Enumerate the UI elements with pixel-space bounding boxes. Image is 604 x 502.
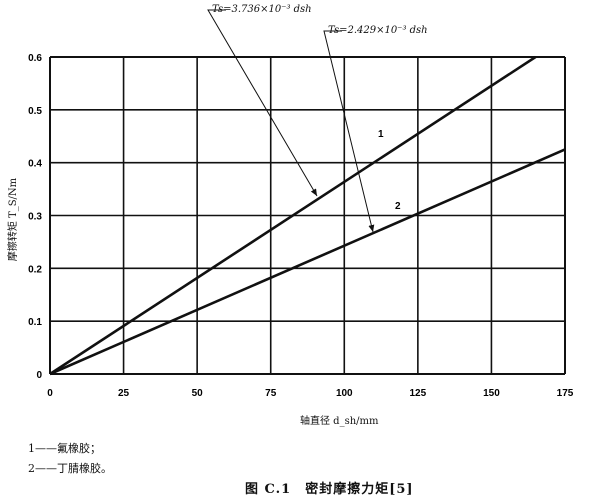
x-tick-label: 150 — [483, 388, 500, 399]
series-line-1 — [49, 55, 537, 376]
y-tick-label: 0.3 — [28, 212, 42, 223]
x-tick-label: 125 — [410, 388, 427, 399]
x-tick-label: 75 — [265, 388, 277, 399]
y-axis-label: 摩擦转矩 T_S/Nm — [8, 177, 20, 262]
y-tick-label: 0.2 — [28, 264, 42, 275]
legend-item-2: 2——丁腈橡胶。 — [28, 462, 112, 475]
formula-2: Ts=2.429×10⁻³ dsh — [328, 25, 428, 36]
legend-item-1: 1——氟橡胶； — [28, 442, 101, 455]
y-tick-label: 0 — [36, 370, 42, 381]
x-tick-label: 100 — [336, 388, 353, 399]
x-tick-label: 25 — [118, 388, 130, 399]
leader-arrow-2 — [323, 30, 375, 233]
formula-1: Ts=3.736×10⁻³ dsh — [212, 4, 312, 15]
x-tick-label: 0 — [47, 388, 53, 399]
leader-arrow-1 — [207, 9, 318, 197]
figure-caption: 图 C.1 密封摩擦力矩[5] — [245, 482, 414, 497]
series-label-1: 1 — [378, 129, 384, 140]
x-tick-label: 50 — [192, 388, 204, 399]
series-line-2 — [49, 148, 566, 376]
y-tick-label: 0.5 — [28, 106, 42, 117]
x-tick-label: 175 — [557, 388, 574, 399]
x-axis-label: 轴直径 d_sh/mm — [300, 416, 379, 427]
y-tick-label: 0.4 — [28, 159, 42, 170]
y-tick-label: 0.6 — [28, 53, 42, 64]
y-tick-label: 0.1 — [28, 317, 42, 328]
series-label-2: 2 — [395, 201, 401, 212]
